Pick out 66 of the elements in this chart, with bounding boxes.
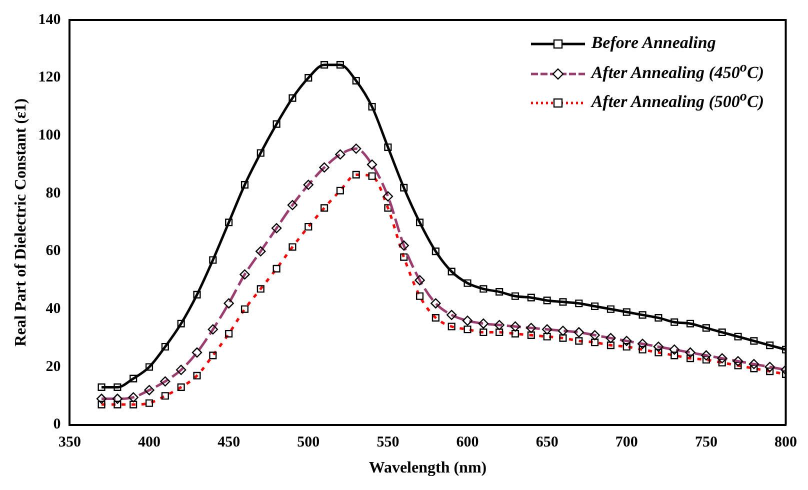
point xyxy=(638,311,646,319)
x-tick-label: 750 xyxy=(694,434,718,451)
point xyxy=(416,218,424,226)
point xyxy=(240,181,249,189)
y-tick-label: 60 xyxy=(46,243,61,260)
point xyxy=(559,298,567,306)
point xyxy=(622,308,630,316)
point xyxy=(543,296,551,304)
point xyxy=(527,294,535,302)
point xyxy=(496,288,504,296)
point xyxy=(304,74,312,82)
point xyxy=(288,94,296,102)
y-tick-label: 40 xyxy=(46,301,61,318)
point xyxy=(734,332,742,340)
y-tick-label: 20 xyxy=(46,358,61,375)
point xyxy=(368,102,376,111)
y-tick-label: 0 xyxy=(53,416,61,433)
point xyxy=(320,61,328,69)
y-tick-label: 80 xyxy=(46,185,61,202)
legend-label: After Annealing (500$^{o}$C) xyxy=(591,88,764,112)
point xyxy=(464,279,472,287)
point xyxy=(256,149,264,157)
point xyxy=(702,324,710,332)
y-tick-label: 140 xyxy=(38,12,61,28)
x-tick-label: 350 xyxy=(58,434,81,451)
x-tick-label: 450 xyxy=(218,434,240,451)
point xyxy=(654,314,662,322)
point xyxy=(114,383,122,391)
x-tick-label: 500 xyxy=(297,434,320,451)
point xyxy=(98,383,106,391)
point xyxy=(272,120,280,128)
y-tick-label: 120 xyxy=(38,70,61,86)
point xyxy=(511,292,520,300)
point xyxy=(670,318,678,326)
point xyxy=(177,320,185,328)
point xyxy=(336,61,344,69)
legend-label: After Annealing (450$^{o}$C) xyxy=(591,59,764,82)
x-tick-label: 600 xyxy=(456,434,479,451)
point xyxy=(606,305,614,313)
x-tick-label: 650 xyxy=(536,434,558,451)
point xyxy=(352,76,360,84)
y-axis-title: Real Part of Dielectric Constant (ε1) xyxy=(12,98,30,346)
x-axis-title: Wavelength (nm) xyxy=(368,460,487,477)
point xyxy=(591,302,599,310)
point xyxy=(766,342,774,350)
point xyxy=(193,290,201,298)
point xyxy=(432,248,440,256)
point xyxy=(686,320,694,328)
point xyxy=(209,256,217,264)
point xyxy=(225,218,233,226)
point xyxy=(400,184,408,192)
point xyxy=(480,285,488,293)
x-tick-label: 550 xyxy=(376,434,400,451)
point xyxy=(575,300,583,308)
legend-label: Before Annealing xyxy=(591,33,716,52)
x-tick-label: 800 xyxy=(774,434,797,451)
point xyxy=(145,363,154,371)
point xyxy=(750,337,758,345)
point xyxy=(448,268,456,276)
y-tick-label: 100 xyxy=(38,128,61,144)
x-tick-label: 400 xyxy=(138,434,161,451)
point xyxy=(130,374,138,382)
x-tick-label: 700 xyxy=(615,434,638,451)
point xyxy=(161,342,169,351)
point xyxy=(384,143,392,152)
point xyxy=(718,328,726,336)
